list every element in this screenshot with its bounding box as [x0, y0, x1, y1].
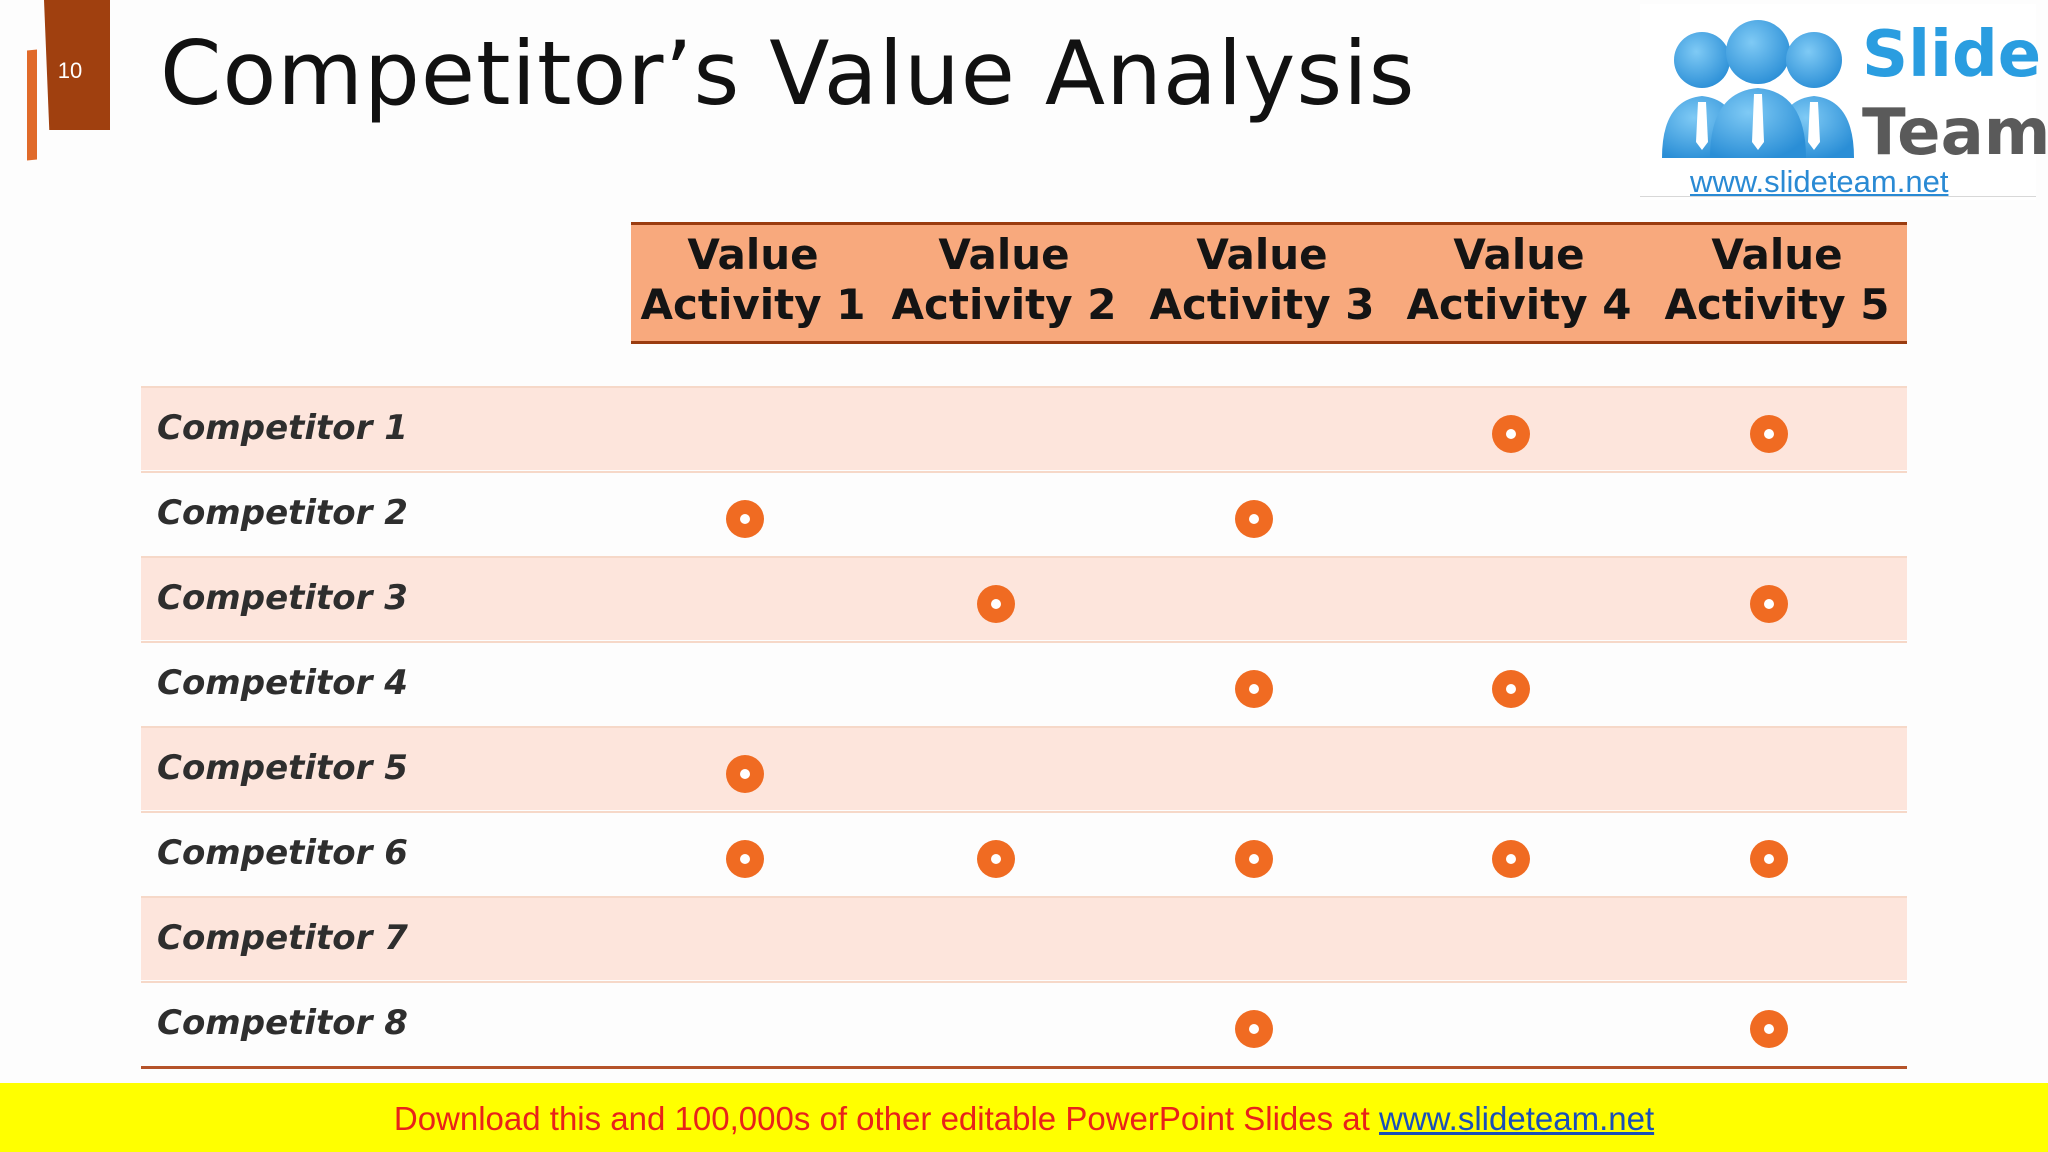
column-header-line1: Value — [1453, 230, 1585, 279]
column-header-3: Value Activity 3 — [1134, 230, 1390, 330]
slide-number-accent — [27, 49, 37, 161]
orange-ring-dot-icon — [1492, 415, 1530, 453]
competitor-label: Competitor 6 — [157, 833, 408, 873]
slideteam-logo[interactable]: Slide Team www.slideteam.net — [1640, 4, 2048, 200]
table-header-band — [631, 222, 1907, 344]
column-header-2: Value Activity 2 — [876, 230, 1132, 330]
column-header-line1: Value — [938, 230, 1070, 279]
table-row: Competitor 6 — [141, 811, 1907, 895]
banner-link[interactable]: www.slideteam.net — [1379, 1100, 1655, 1137]
orange-ring-dot-icon — [977, 585, 1015, 623]
table-row: Competitor 2 — [141, 471, 1907, 555]
competitor-label: Competitor 5 — [157, 748, 408, 788]
banner-text: Download this and 100,000s of other edit… — [0, 1100, 2048, 1138]
table-row: Competitor 7 — [141, 896, 1907, 980]
orange-ring-dot-icon — [1235, 1010, 1273, 1048]
orange-ring-dot-icon — [1492, 670, 1530, 708]
orange-ring-dot-icon — [1750, 585, 1788, 623]
competitor-label: Competitor 8 — [157, 1003, 408, 1043]
table-row: Competitor 1 — [141, 386, 1907, 470]
slide-title: Competitor’s Value Analysis — [160, 22, 1416, 125]
column-header-line1: Value — [687, 230, 819, 279]
table-row: Competitor 3 — [141, 556, 1907, 640]
competitor-label: Competitor 3 — [157, 578, 408, 618]
people-logo-icon — [1662, 20, 1854, 158]
table-row: Competitor 4 — [141, 641, 1907, 725]
orange-ring-dot-icon — [1750, 415, 1788, 453]
competitor-label: Competitor 4 — [157, 663, 408, 703]
logo-divider — [1640, 196, 2036, 197]
orange-ring-dot-icon — [1235, 840, 1273, 878]
table-row: Competitor 5 — [141, 726, 1907, 810]
column-header-line2: Activity 2 — [891, 280, 1117, 329]
orange-ring-dot-icon — [1750, 840, 1788, 878]
logo-url-link[interactable]: www.slideteam.net — [1690, 164, 1949, 199]
slide-number-tab — [44, 0, 110, 130]
column-header-line2: Activity 5 — [1664, 280, 1890, 329]
slide-number: 10 — [57, 58, 83, 83]
orange-ring-dot-icon — [977, 840, 1015, 878]
logo-word-team: Team — [1862, 96, 2048, 170]
column-header-1: Value Activity 1 — [625, 230, 881, 330]
competitor-label: Competitor 1 — [157, 408, 408, 448]
orange-ring-dot-icon — [726, 840, 764, 878]
orange-ring-dot-icon — [726, 500, 764, 538]
download-banner: Download this and 100,000s of other edit… — [0, 1083, 2048, 1152]
table-row: Competitor 8 — [141, 981, 1907, 1065]
orange-ring-dot-icon — [1492, 840, 1530, 878]
banner-message: Download this and 100,000s of other edit… — [393, 1100, 1379, 1137]
column-header-5: Value Activity 5 — [1649, 230, 1905, 330]
column-header-line2: Activity 4 — [1406, 280, 1632, 329]
table-bottom-rule — [141, 1066, 1907, 1069]
column-header-4: Value Activity 4 — [1391, 230, 1647, 330]
orange-ring-dot-icon — [1235, 500, 1273, 538]
orange-ring-dot-icon — [1235, 670, 1273, 708]
orange-ring-dot-icon — [1750, 1010, 1788, 1048]
column-header-line2: Activity 3 — [1149, 280, 1375, 329]
logo-word-slide: Slide — [1862, 18, 2042, 92]
competitor-label: Competitor 2 — [157, 493, 408, 533]
competitor-label: Competitor 7 — [157, 918, 408, 958]
column-header-line1: Value — [1196, 230, 1328, 279]
orange-ring-dot-icon — [726, 755, 764, 793]
column-header-line1: Value — [1711, 230, 1843, 279]
column-header-line2: Activity 1 — [640, 280, 866, 329]
